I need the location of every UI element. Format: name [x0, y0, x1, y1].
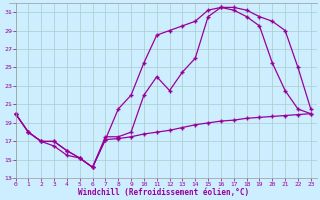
X-axis label: Windchill (Refroidissement éolien,°C): Windchill (Refroidissement éolien,°C) [77, 188, 249, 197]
